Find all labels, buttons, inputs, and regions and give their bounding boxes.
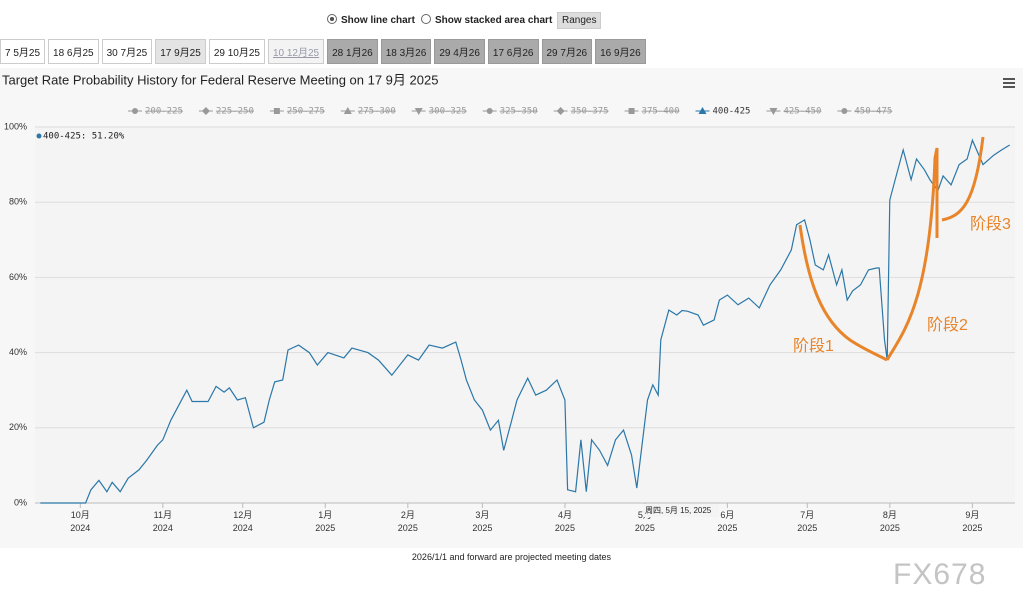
y-tick-label: 20% (9, 422, 27, 432)
x-tick-label: 9月 2025 (962, 510, 982, 533)
x-tick-label: 7月 2025 (797, 510, 817, 533)
menu-icon[interactable] (1003, 78, 1015, 88)
meeting-tab[interactable]: 18 3月26 (380, 39, 432, 64)
chart-title: Target Rate Probability History for Fede… (2, 72, 438, 87)
stage-curve (941, 136, 985, 222)
meeting-tab[interactable]: 17 9月25 (155, 39, 206, 64)
legend-marker (556, 107, 565, 115)
annotation: 阶段2 (927, 316, 968, 334)
tooltip-dot (36, 133, 42, 139)
legend-marker (486, 108, 493, 114)
ranges-dropdown[interactable]: Ranges (557, 12, 602, 29)
meeting-tab[interactable]: 10 12月25 (267, 39, 325, 64)
legend-marker (769, 108, 778, 115)
meeting-tab[interactable]: 18 6月25 (48, 39, 99, 64)
radio-stacked[interactable]: Show stacked area chart (421, 14, 552, 26)
legend-marker (343, 107, 352, 114)
y-tick-label: 80% (9, 197, 27, 207)
series-line (40, 138, 1011, 504)
meeting-tab[interactable]: 29 10月25 (208, 39, 265, 64)
x-tick-label: 3月 2025 (472, 510, 492, 533)
legend-item[interactable]: 350-375 (571, 107, 609, 117)
x-tick-label: 8月 2025 (880, 510, 900, 533)
y-tick-label: 40% (9, 347, 27, 357)
legend-marker (628, 108, 635, 114)
legend-marker (841, 108, 848, 114)
x-tick-label: 10月 2024 (70, 510, 90, 533)
y-tick-label: 60% (9, 272, 27, 282)
annotation: 阶段1 (793, 337, 834, 355)
meeting-tab[interactable]: 17 6月26 (487, 39, 539, 64)
meeting-tab[interactable]: 29 7月26 (541, 39, 593, 64)
x-tick-label: 6月 2025 (717, 510, 737, 533)
stage-curve (798, 224, 888, 362)
annotation: 阶段3 (970, 215, 1011, 233)
radio-line[interactable]: Show line chart (327, 14, 415, 26)
legend-item[interactable]: 425-450 (783, 107, 821, 117)
legend-item[interactable]: 275-300 (358, 107, 396, 117)
meeting-tab[interactable]: 28 1月26 (327, 39, 378, 64)
legend-item[interactable]: 200-225 (145, 107, 183, 117)
y-tick-label: 100% (4, 121, 27, 131)
legend-marker (201, 107, 210, 115)
legend-marker (698, 107, 707, 114)
meeting-tabs: 7 5月25 18 6月25 30 7月25 17 9月25 29 10月25 10 12… (0, 39, 646, 64)
legend-marker (132, 108, 138, 114)
legend-item[interactable]: 375-400 (642, 107, 680, 117)
legend-marker (273, 108, 280, 114)
legend-item[interactable]: 450-475 (854, 107, 892, 117)
x-tick-label: 1月 2025 (315, 510, 335, 533)
footer-note: 2026/1/1 and forward are projected meeti… (411, 552, 612, 562)
crosshair-box (643, 504, 719, 517)
legend-item[interactable]: 250-275 (287, 107, 325, 117)
meeting-tab[interactable]: 29 4月26 (434, 39, 485, 64)
plot-area (35, 127, 1015, 503)
x-tick-label: 12月 2024 (233, 510, 253, 533)
controls: Show line chart Show stacked area chart … (0, 12, 1023, 30)
x-tick-label: 2月 2025 (398, 510, 418, 533)
legend-item[interactable]: 300-325 (429, 107, 467, 117)
legend-item[interactable]: 225-250 (216, 107, 254, 117)
meeting-tab[interactable]: 16 9月26 (595, 39, 646, 64)
crosshair-label: 周四, 5月 15, 2025 (645, 506, 712, 515)
chart: Target Rate Probability History for Fede… (0, 68, 1023, 548)
legend-marker (414, 108, 423, 115)
meeting-tab[interactable]: 30 7月25 (101, 39, 153, 64)
meeting-tab[interactable]: 7 5月25 (0, 39, 46, 64)
x-tick-label: 4月 2025 (555, 510, 575, 533)
tooltip: 400-425: 51.20% (43, 132, 125, 142)
stage-curve (885, 147, 939, 361)
legend-item[interactable]: 325-350 (500, 107, 538, 117)
y-tick-label: 0% (14, 497, 27, 507)
watermark: FX678 (893, 558, 987, 591)
legend-item[interactable]: 400-425 (713, 107, 751, 117)
x-tick-label: 11月 2024 (153, 510, 173, 533)
